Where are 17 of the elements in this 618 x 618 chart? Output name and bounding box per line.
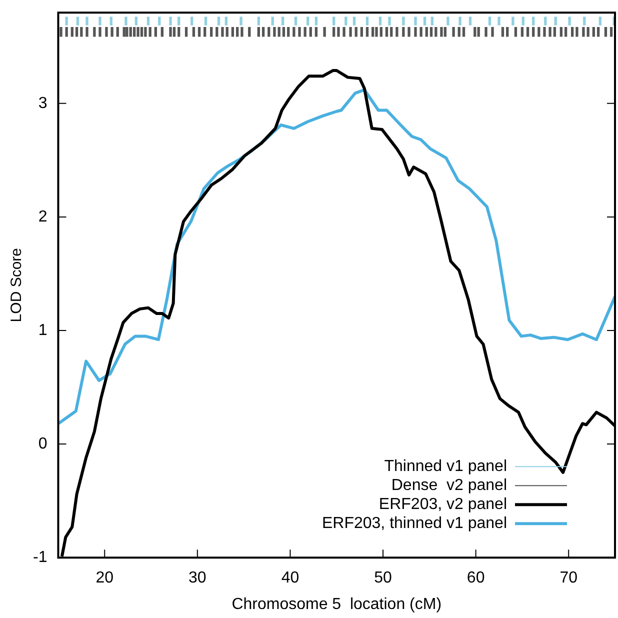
x-tick-label: 40 bbox=[281, 570, 300, 587]
legend-label: Dense v2 panel bbox=[391, 477, 507, 494]
legend-label: Thinned v1 panel bbox=[384, 458, 507, 476]
y-tick-label: 3 bbox=[38, 94, 48, 112]
x-tick-label: 60 bbox=[466, 570, 485, 587]
x-tick-label: 50 bbox=[374, 570, 392, 587]
x-axis-title: Chromosome 5 location (cM) bbox=[232, 596, 442, 613]
x-tick-label: 20 bbox=[96, 570, 114, 587]
legend-label: ERF203, thinned v1 panel bbox=[322, 515, 507, 532]
y-tick-label: 2 bbox=[38, 208, 48, 226]
x-tick-label: 30 bbox=[188, 570, 206, 587]
y-axis-title: LOD Score bbox=[8, 248, 26, 322]
y-tick-label: -1 bbox=[32, 549, 48, 566]
y-tick-label: 0 bbox=[38, 435, 48, 452]
legend-label: ERF203, v2 panel bbox=[378, 496, 507, 514]
x-tick-label: 70 bbox=[560, 570, 578, 587]
y-tick-label: 1 bbox=[38, 322, 48, 339]
